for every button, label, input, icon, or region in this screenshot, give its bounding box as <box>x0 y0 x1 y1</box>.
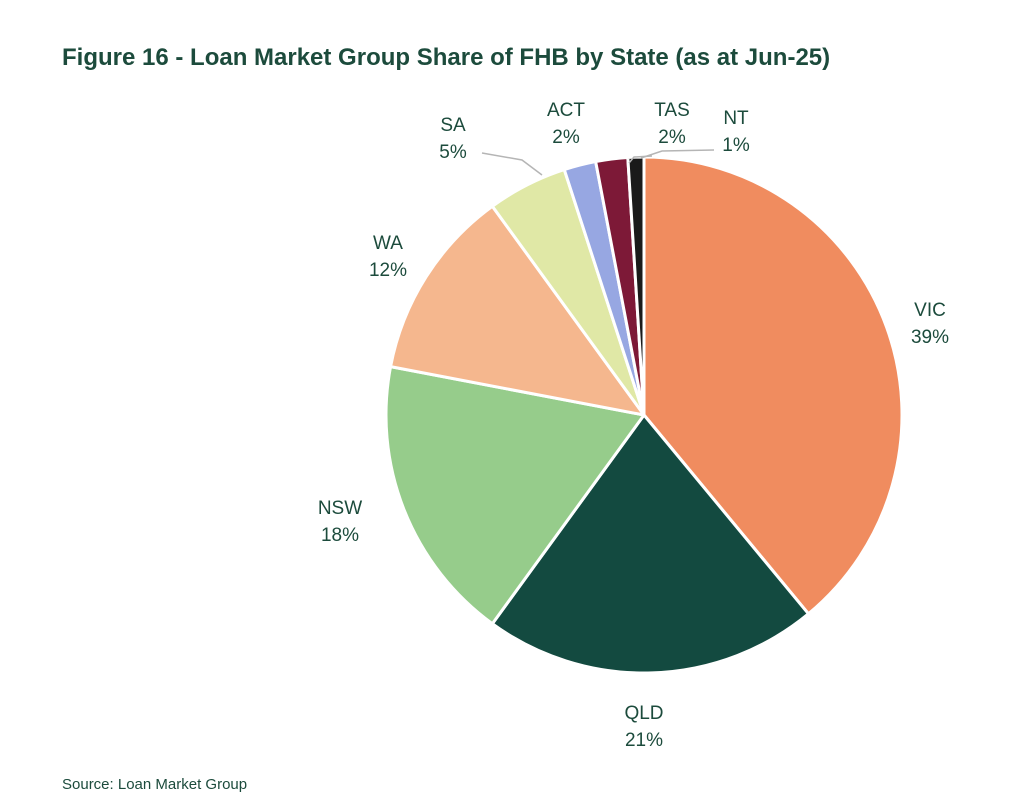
source-note: Source: Loan Market Group <box>62 776 248 793</box>
slice-label-vic: VIC <box>914 300 946 321</box>
slice-label-qld: QLD <box>624 703 663 724</box>
slice-value-tas: 2% <box>658 127 686 148</box>
leader-lines <box>481 149 715 176</box>
pie-slice-vic <box>642 155 904 616</box>
chart-title: Figure 16 - Loan Market Group Share of F… <box>62 44 831 71</box>
pie-slice-qld <box>490 413 810 675</box>
pie-slice-wa <box>389 204 646 417</box>
slice-value-vic: 39% <box>911 327 949 348</box>
slice-value-nsw: 18% <box>321 525 359 546</box>
slice-value-act: 2% <box>552 127 580 148</box>
slice-label-act: ACT <box>547 100 585 121</box>
slice-value-sa: 5% <box>439 142 467 163</box>
pie-slice-nsw <box>384 365 646 626</box>
pie-slices <box>384 155 904 675</box>
slice-value-nt: 1% <box>722 135 750 156</box>
leader-line-nt <box>640 149 715 159</box>
leader-line-sa <box>481 152 543 176</box>
slice-label-nsw: NSW <box>318 498 362 519</box>
slice-label-sa: SA <box>440 115 466 136</box>
slice-value-wa: 12% <box>369 260 407 281</box>
slice-labels: VIC 39% QLD 21% NSW 18% WA 12% SA 5% ACT 2% TAS 2% NT 1… <box>318 100 949 751</box>
slice-label-nt: NT <box>723 108 749 129</box>
slice-value-qld: 21% <box>625 730 663 751</box>
slice-label-tas: TAS <box>654 100 690 121</box>
slice-label-wa: WA <box>373 233 403 254</box>
